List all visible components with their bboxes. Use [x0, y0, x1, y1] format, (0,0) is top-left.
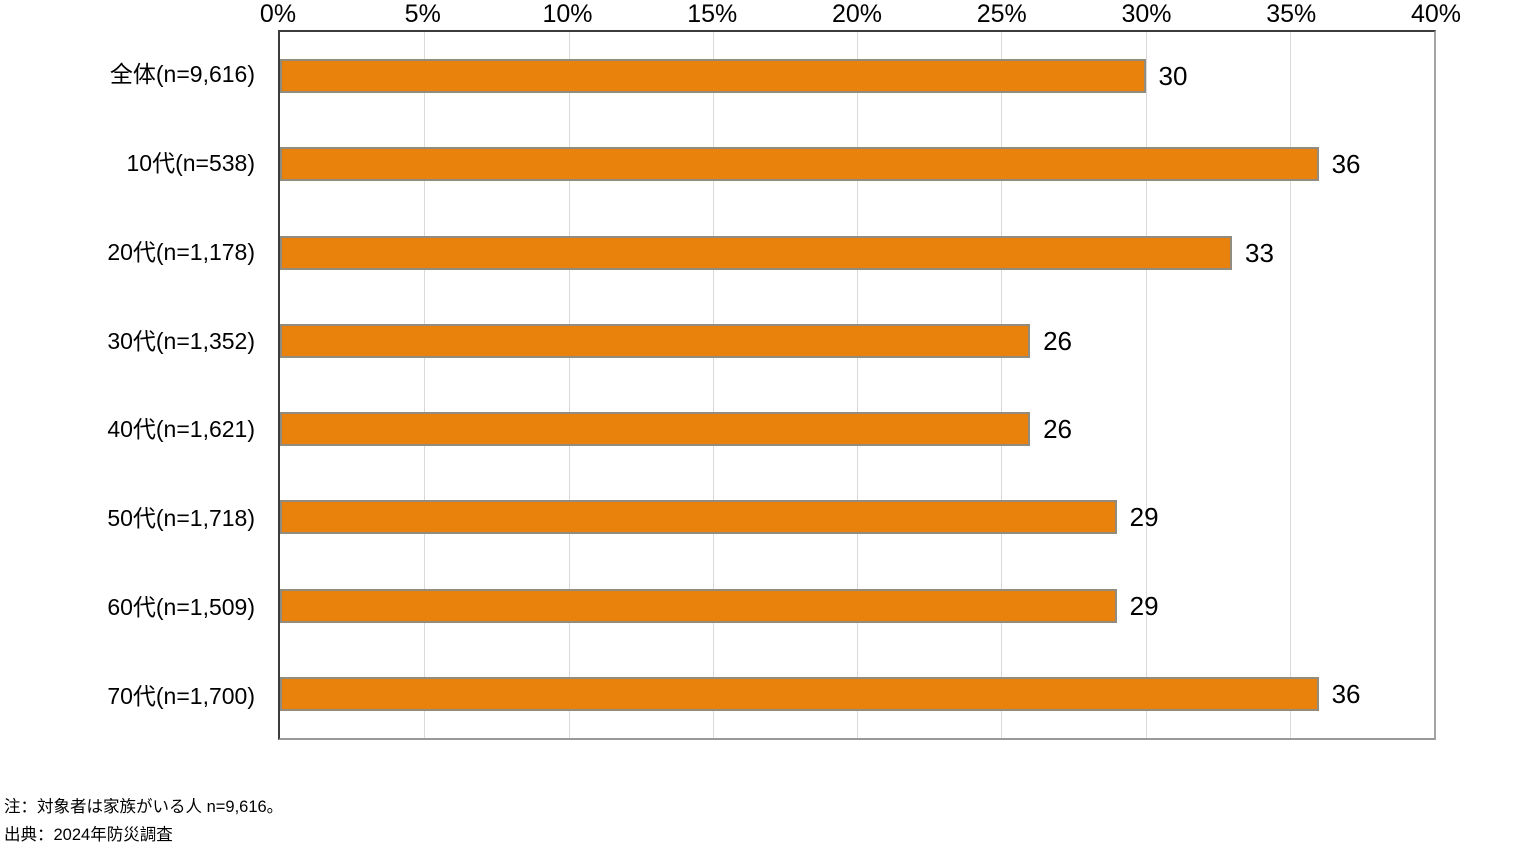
category-label: 50代(n=1,718) — [107, 505, 255, 532]
category-label: 60代(n=1,509) — [107, 593, 255, 620]
footnote-source: 出典：2024年防災調査 — [4, 826, 173, 844]
x-tick-label: 30% — [1121, 0, 1172, 28]
gridline — [1289, 32, 1291, 738]
gridline — [568, 32, 570, 738]
x-tick-label: 15% — [687, 0, 738, 28]
category-row: 20代(n=1,178) — [0, 208, 255, 297]
category-label: 全体(n=9,616) — [109, 61, 255, 88]
x-tick-label: 10% — [542, 0, 593, 28]
gridline — [1001, 32, 1003, 738]
x-tick-label: 0% — [259, 0, 297, 28]
bar — [280, 588, 1117, 623]
bar — [280, 235, 1233, 270]
bar-value-label: 29 — [1129, 590, 1159, 621]
bar-value-label: 29 — [1129, 502, 1159, 533]
bar — [280, 323, 1031, 358]
category-label: 30代(n=1,352) — [107, 327, 255, 354]
category-row: 60代(n=1,509) — [0, 563, 255, 652]
gridline — [712, 32, 714, 738]
bar-value-label: 36 — [1331, 678, 1361, 709]
x-tick-label: 20% — [831, 0, 883, 28]
bar-row: 29 — [280, 473, 1434, 561]
gridline — [1145, 32, 1147, 738]
category-axis-labels: 全体(n=9,616) 10代(n=538) 20代(n=1,178) 30代(n=1… — [0, 30, 255, 740]
bar-row: 30 — [280, 32, 1434, 120]
category-label: 10代(n=538) — [126, 150, 256, 177]
category-row: 40代(n=1,621) — [0, 385, 255, 474]
bar-value-label: 36 — [1331, 149, 1361, 180]
footnote-sample: 注：対象者は家族がいる人 n=9,616。 — [4, 798, 284, 816]
bar — [280, 676, 1319, 711]
category-row: 50代(n=1,718) — [0, 474, 255, 563]
bar-row: 26 — [280, 385, 1434, 473]
bar-row: 36 — [280, 120, 1434, 208]
bar-row: 26 — [280, 297, 1434, 385]
footnotes: 注：対象者は家族がいる人 n=9,616。 出典：2024年防災調査 — [4, 793, 283, 848]
x-axis-tick-labels: 0% 5% 10% 15% 20% 25% 30% 35% 40% — [260, 0, 1461, 30]
bar-value-label: 26 — [1043, 325, 1073, 356]
bar — [280, 59, 1146, 94]
x-tick-label: 5% — [404, 0, 441, 28]
plot-area: 30 36 33 26 26 29 29 36 — [278, 30, 1436, 740]
category-label: 70代(n=1,700) — [107, 682, 255, 709]
bar — [280, 412, 1031, 447]
category-label: 40代(n=1,621) — [107, 416, 255, 443]
bar-value-label: 26 — [1043, 414, 1073, 445]
bar-value-label: 30 — [1158, 61, 1188, 92]
category-row: 70代(n=1,700) — [0, 651, 255, 740]
bar-row: 33 — [280, 209, 1434, 297]
bar-row: 29 — [280, 562, 1434, 650]
bar — [280, 147, 1319, 182]
category-row: 全体(n=9,616) — [0, 30, 255, 119]
category-row: 30代(n=1,352) — [0, 296, 255, 385]
category-row: 10代(n=538) — [0, 119, 256, 208]
bar-value-label: 33 — [1245, 237, 1274, 268]
gridline — [857, 32, 858, 738]
category-label: 20代(n=1,178) — [107, 238, 255, 265]
x-tick-label: 25% — [976, 0, 1027, 28]
bar-row: 36 — [280, 650, 1434, 738]
x-tick-label: 35% — [1266, 0, 1317, 28]
gridline — [424, 32, 426, 738]
x-tick-label: 40% — [1410, 0, 1462, 28]
bar — [280, 500, 1117, 535]
